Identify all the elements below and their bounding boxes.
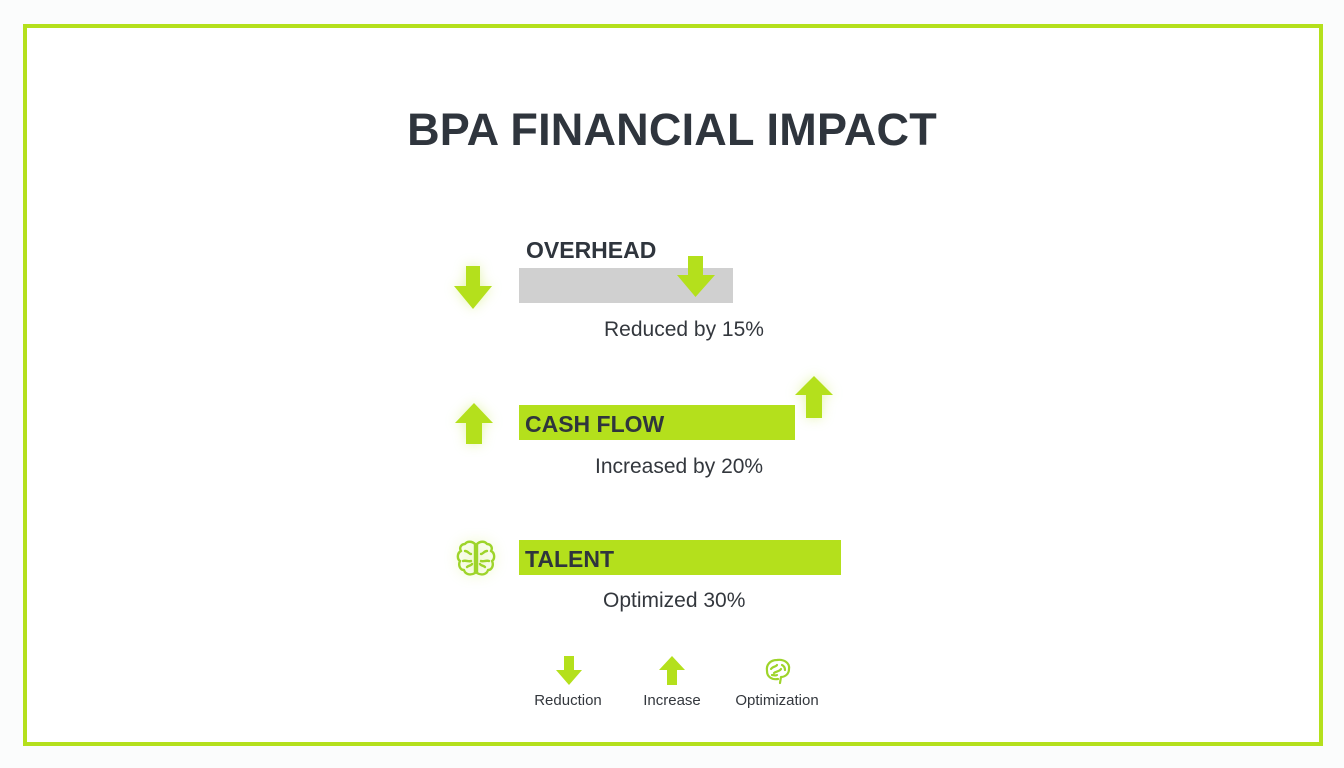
metric-bar <box>519 540 841 575</box>
arrow-up-icon <box>659 656 685 685</box>
metric-bar <box>519 405 795 440</box>
metric-description: Increased by 20% <box>595 455 764 478</box>
arrow-down-icon <box>556 656 582 685</box>
metric-label: TALENT <box>525 546 615 572</box>
arrow-down-icon <box>677 256 715 297</box>
arrow-up-icon <box>795 376 833 418</box>
arrow-up-icon <box>455 403 493 444</box>
metric-description: Reduced by 15% <box>604 318 764 341</box>
legend-label: Increase <box>643 692 701 709</box>
metric-label: OVERHEAD <box>526 237 657 263</box>
metric-description: Optimized 30% <box>603 589 746 612</box>
metric-label: CASH FLOW <box>525 411 665 437</box>
arrow-down-icon <box>454 266 492 309</box>
page-title: BPA FINANCIAL IMPACT <box>407 104 937 155</box>
brain-icon <box>765 658 791 685</box>
legend-label: Optimization <box>735 692 819 709</box>
brain-icon <box>456 540 496 576</box>
legend-label: Reduction <box>534 692 602 709</box>
slide-frame <box>23 24 1323 746</box>
